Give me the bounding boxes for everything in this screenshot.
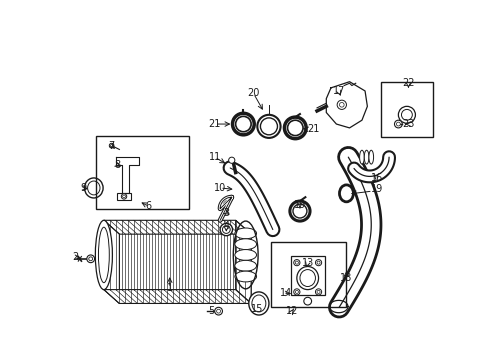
Ellipse shape <box>235 228 257 239</box>
Circle shape <box>110 144 113 147</box>
Text: 23: 23 <box>402 119 415 129</box>
Ellipse shape <box>293 204 307 218</box>
Ellipse shape <box>401 109 412 120</box>
Text: 14: 14 <box>280 288 292 298</box>
Ellipse shape <box>96 220 112 289</box>
Polygon shape <box>326 82 368 128</box>
Text: 20: 20 <box>247 88 260 98</box>
Ellipse shape <box>369 150 373 164</box>
Text: 18: 18 <box>341 273 353 283</box>
Text: 13: 13 <box>301 258 314 267</box>
Polygon shape <box>236 220 251 303</box>
Ellipse shape <box>220 223 233 236</box>
Ellipse shape <box>304 297 312 305</box>
Ellipse shape <box>297 266 318 289</box>
Circle shape <box>215 307 222 315</box>
Circle shape <box>229 157 235 163</box>
Text: 16: 16 <box>371 173 384 183</box>
Text: 2: 2 <box>72 252 78 262</box>
Circle shape <box>294 289 300 295</box>
Circle shape <box>87 255 95 263</box>
Ellipse shape <box>84 178 103 198</box>
Text: 21: 21 <box>307 125 319 134</box>
Text: 12: 12 <box>286 306 298 316</box>
Ellipse shape <box>398 106 416 123</box>
Ellipse shape <box>235 271 257 282</box>
Ellipse shape <box>300 270 316 287</box>
Ellipse shape <box>88 181 100 195</box>
Bar <box>96 136 189 209</box>
Circle shape <box>340 103 344 107</box>
Text: 19: 19 <box>294 200 306 210</box>
Text: 22: 22 <box>402 78 415 88</box>
Text: 19: 19 <box>371 184 384 194</box>
Polygon shape <box>104 289 251 303</box>
Circle shape <box>337 100 346 109</box>
Circle shape <box>295 291 298 293</box>
Text: 7: 7 <box>108 141 115 150</box>
Circle shape <box>316 260 321 266</box>
Ellipse shape <box>360 150 364 164</box>
Text: 6: 6 <box>146 202 152 211</box>
Ellipse shape <box>290 201 310 221</box>
Bar <box>117 193 131 199</box>
Text: 1: 1 <box>167 283 173 293</box>
Ellipse shape <box>235 249 257 260</box>
Circle shape <box>317 291 320 293</box>
Ellipse shape <box>252 295 266 312</box>
Ellipse shape <box>98 227 109 283</box>
Polygon shape <box>116 157 139 193</box>
Circle shape <box>89 257 93 261</box>
Circle shape <box>394 120 402 128</box>
Circle shape <box>122 195 125 198</box>
Ellipse shape <box>233 113 254 135</box>
Ellipse shape <box>364 150 369 164</box>
Circle shape <box>396 122 400 126</box>
Circle shape <box>317 261 320 264</box>
Text: 4: 4 <box>223 221 229 231</box>
Polygon shape <box>104 220 251 234</box>
Ellipse shape <box>235 239 257 249</box>
Ellipse shape <box>257 115 281 138</box>
Text: 11: 11 <box>209 152 221 162</box>
Text: 5: 5 <box>208 306 214 316</box>
Circle shape <box>109 143 114 148</box>
Polygon shape <box>104 220 120 303</box>
Circle shape <box>122 194 127 199</box>
Ellipse shape <box>288 120 303 136</box>
Ellipse shape <box>236 116 251 132</box>
Text: 3: 3 <box>223 208 229 217</box>
Bar <box>291 256 325 295</box>
Text: 9: 9 <box>80 183 86 193</box>
Ellipse shape <box>260 118 277 135</box>
Text: 10: 10 <box>214 183 226 193</box>
Text: 8: 8 <box>114 160 120 170</box>
Text: 21: 21 <box>209 119 221 129</box>
Text: 17: 17 <box>333 86 345 96</box>
Text: 15: 15 <box>251 304 264 314</box>
Ellipse shape <box>285 117 306 139</box>
Ellipse shape <box>222 226 230 233</box>
Circle shape <box>295 261 298 264</box>
Ellipse shape <box>340 185 353 202</box>
Circle shape <box>316 289 321 295</box>
Ellipse shape <box>235 260 257 271</box>
Bar <box>381 82 433 137</box>
Bar <box>270 242 346 307</box>
Ellipse shape <box>249 292 269 315</box>
Circle shape <box>217 309 221 313</box>
Circle shape <box>294 260 300 266</box>
